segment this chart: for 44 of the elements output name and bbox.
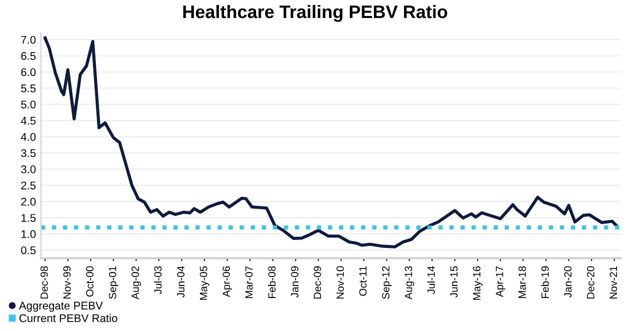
- y-tick-label: 6.0: [21, 68, 36, 76]
- y-tick-label: 7.0: [21, 36, 36, 44]
- x-tick-label: Jul-03: [154, 266, 162, 294]
- x-tick-label: Nov-21: [610, 266, 618, 299]
- y-tick-label: 4.5: [20, 116, 36, 125]
- x-tick-label: Mar-18: [518, 266, 526, 298]
- x-tick-label: Nov-99: [63, 266, 71, 299]
- y-tick-label: 3.0: [21, 165, 36, 174]
- x-tick-label: Dec-20: [586, 266, 594, 299]
- y-tick-label: 1.0: [21, 230, 36, 238]
- y-tick-label: 2.0: [21, 198, 36, 206]
- y-tick-label: 1.5: [21, 214, 36, 222]
- x-tick-label: Sep-01: [108, 266, 118, 299]
- x-tick-label: Apr-06: [222, 266, 232, 298]
- y-tick-label: 4.0: [20, 133, 36, 141]
- x-tick-label: Feb-19: [541, 266, 549, 298]
- line-series: [44, 36, 618, 248]
- x-tick-label: May-16: [473, 266, 482, 300]
- x-tick-label: Apr-17: [496, 266, 506, 298]
- chart-title: Healthcare Trailing PEBV Ratio: [183, 4, 448, 22]
- x-tick-label: Jul-14: [427, 266, 435, 294]
- x-tick-label: Mar-07: [245, 266, 253, 298]
- x-tick-label: May-05: [200, 266, 210, 300]
- x-tick-label: Dec-98: [40, 266, 48, 299]
- x-tick-label: Nov-10: [336, 266, 344, 299]
- legend-label: Aggregate PEBV: [18, 302, 103, 312]
- x-tick-label: Jan-20: [564, 266, 572, 298]
- y-tick-label: 5.5: [21, 84, 36, 92]
- x-tick-label: Aug-13: [404, 266, 414, 300]
- y-tick-label: 5.0: [21, 100, 36, 108]
- x-tick-label: Jun-04: [177, 266, 184, 298]
- x-tick-label: Jan-09: [291, 266, 298, 298]
- x-tick-label: Dec-09: [314, 266, 322, 299]
- y-tick-label: 6.5: [21, 52, 36, 60]
- x-tick-label: Jun-15: [450, 266, 458, 298]
- legend-label: Current PEBV Ratio: [19, 314, 118, 322]
- x-tick-label: Aug-02: [132, 266, 141, 300]
- x-tick-label: Sep-12: [382, 266, 392, 299]
- y-tick-label: 3.5: [21, 149, 36, 158]
- x-tick-label: Feb-08: [268, 266, 276, 298]
- y-tick-label: 2.5: [21, 182, 36, 190]
- y-tick-label: 0.5: [21, 246, 36, 254]
- x-tick-label: Oct-00: [86, 266, 94, 297]
- x-tick-label: Oct-11: [359, 266, 367, 296]
